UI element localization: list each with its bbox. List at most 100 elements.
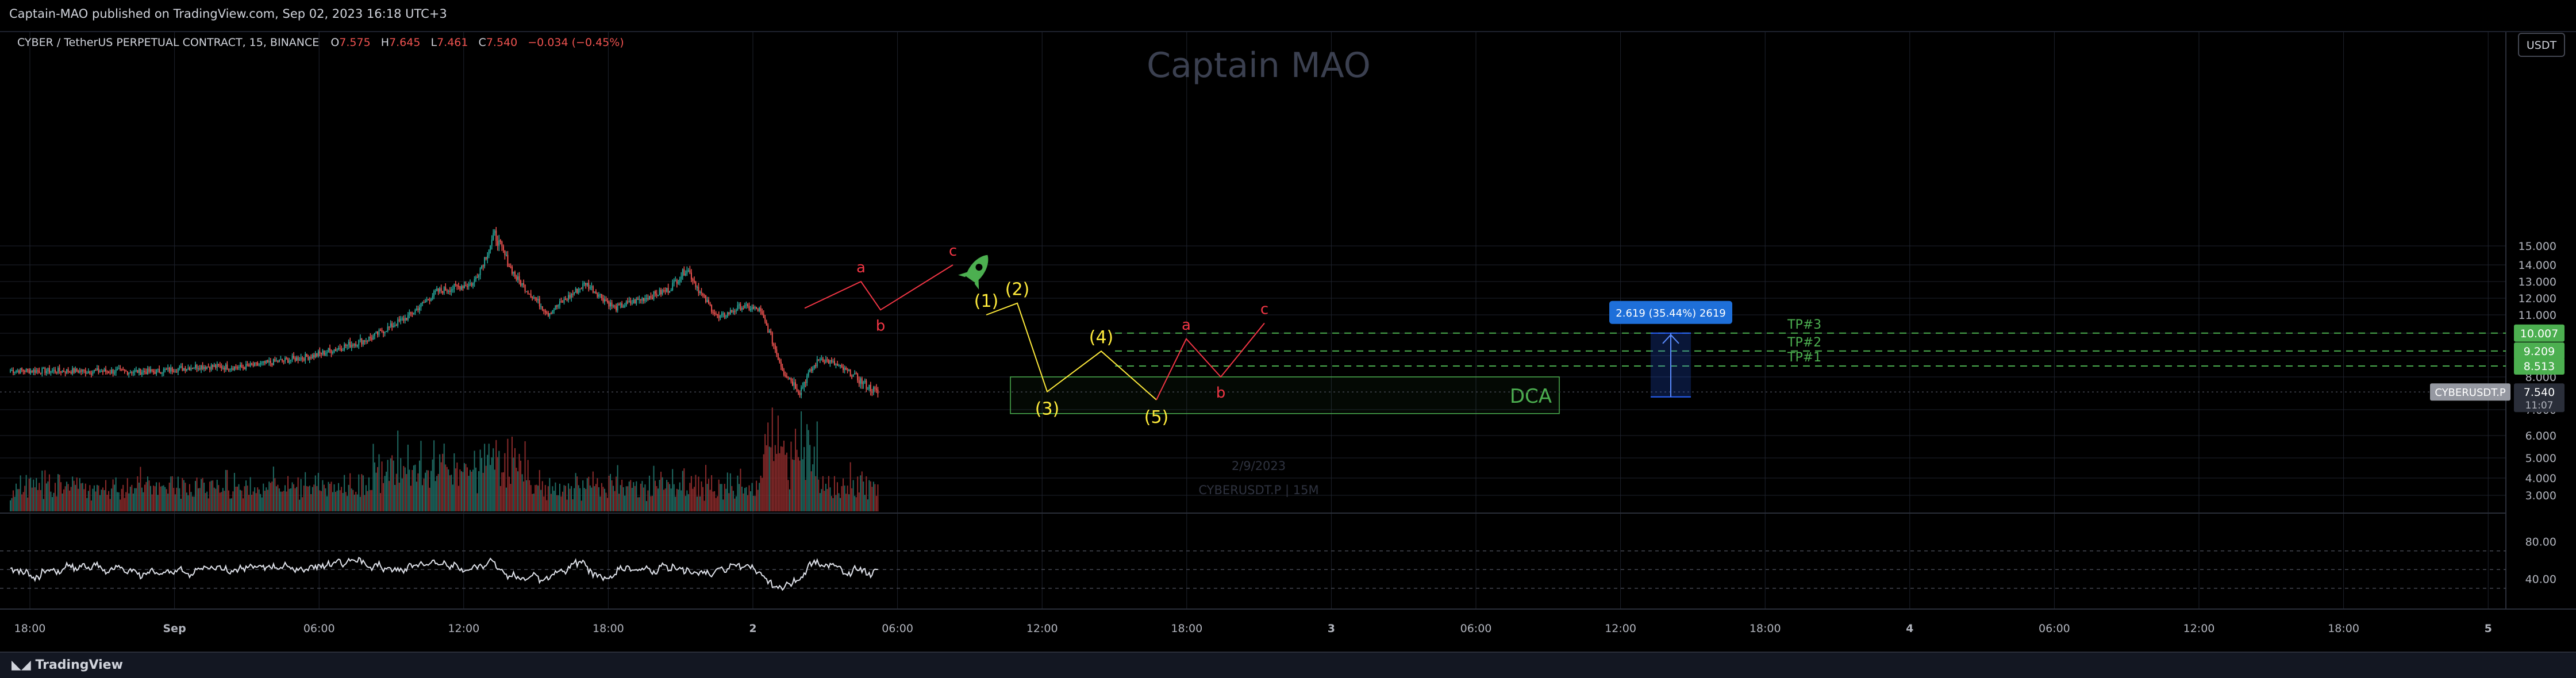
candle	[658, 295, 659, 296]
candle	[322, 350, 324, 355]
volume-bar	[777, 415, 779, 511]
tradingview-logo[interactable]: ◣◢ TradingView	[11, 658, 123, 672]
volume-bar	[63, 489, 65, 511]
volume-bar	[501, 472, 503, 511]
candle	[173, 371, 175, 373]
candle	[370, 337, 371, 338]
candle	[569, 295, 571, 298]
candle	[589, 287, 591, 289]
candle	[184, 368, 186, 371]
candle	[662, 290, 663, 295]
volume-bar	[244, 486, 245, 511]
elliott-label: (1)	[974, 291, 999, 311]
volume-bar	[109, 499, 111, 511]
volume-bar	[25, 475, 27, 511]
price-tick: 13.000	[2519, 276, 2556, 288]
volume-bar	[550, 494, 552, 511]
volume-bar	[252, 491, 254, 511]
volume-bar	[437, 473, 439, 511]
footer-bar: ◣◢ TradingView	[0, 652, 2576, 678]
volume-bar	[858, 492, 860, 511]
candle	[44, 368, 46, 373]
candle	[639, 299, 640, 301]
candle	[138, 368, 140, 373]
volume-bar	[341, 487, 343, 511]
volume-bar	[432, 459, 433, 511]
volume-bar	[70, 487, 72, 511]
candle	[720, 315, 721, 318]
candle	[271, 363, 273, 365]
volume-bar	[798, 457, 799, 511]
candle	[335, 349, 337, 351]
candle	[290, 359, 292, 361]
measure-badge	[1609, 301, 1732, 324]
volume-bar	[320, 491, 322, 511]
candle	[471, 283, 472, 286]
volume-bar	[717, 496, 718, 511]
volume-bar	[249, 477, 251, 511]
volume-bar	[683, 468, 685, 511]
volume-bar	[840, 498, 841, 511]
volume-bar	[720, 484, 721, 511]
volume-bar	[603, 488, 605, 511]
volume-bar	[701, 481, 702, 511]
volume-bar	[653, 465, 655, 511]
candle	[423, 302, 425, 303]
volume-bar	[725, 488, 727, 511]
volume-bar	[135, 488, 137, 511]
volume-bar	[849, 462, 851, 511]
volume-bar	[64, 486, 66, 511]
candle	[722, 313, 724, 314]
candle	[819, 359, 821, 361]
volume-bar	[233, 473, 235, 511]
drawings[interactable]: TP#3 TP#2TP#1 2.619 (35.44%) 2619 (1) (2) (3)…	[0, 242, 2506, 427]
abc-path-2[interactable]	[1156, 322, 1265, 400]
volume-bar	[20, 475, 21, 511]
candle	[855, 373, 857, 375]
abc-path-1[interactable]	[804, 264, 953, 311]
candle	[616, 306, 617, 311]
volume-bar	[513, 457, 514, 511]
volume-bar	[33, 479, 34, 511]
dca-box[interactable]	[1010, 376, 1560, 414]
volume-bar	[238, 484, 240, 511]
volume-bar	[219, 492, 221, 511]
volume-bar	[750, 491, 752, 511]
currency-button[interactable]	[2518, 33, 2565, 57]
volume-bar	[673, 484, 675, 511]
candle	[682, 269, 683, 277]
candle	[109, 372, 111, 374]
volume-bar	[666, 480, 668, 511]
candle	[317, 351, 319, 356]
volume-bar	[400, 458, 402, 511]
candle	[312, 355, 313, 359]
candle	[605, 299, 607, 302]
candle	[851, 376, 853, 377]
volume-bar	[472, 469, 474, 511]
volume-bar	[448, 469, 449, 511]
candle	[198, 368, 199, 369]
volume-bar	[263, 483, 264, 511]
candle	[45, 371, 47, 373]
volume-bar	[229, 498, 231, 511]
candle	[404, 317, 406, 321]
volume-bar	[818, 479, 820, 511]
candle	[28, 369, 30, 373]
candle	[795, 382, 797, 389]
volume-bar	[801, 411, 802, 511]
volume-bar	[763, 454, 764, 511]
candle	[847, 369, 848, 371]
volume-bar	[540, 490, 542, 511]
volume-bar	[241, 490, 243, 511]
candle	[226, 364, 228, 370]
candle	[287, 359, 289, 363]
candle	[232, 368, 234, 371]
price-axis[interactable]: 3.0004.0005.0006.0007.0008.0009.00010.00…	[2430, 240, 2565, 586]
volume-bar	[281, 491, 283, 511]
volume-bar	[484, 444, 486, 511]
time-axis[interactable]: 18:00 Sep 06:00 12:00 18:00 2 06:00 12:00 18:00 3…	[14, 622, 2492, 635]
candle	[630, 301, 632, 303]
elliott-path[interactable]	[986, 302, 1157, 400]
volume-bar	[709, 490, 711, 511]
